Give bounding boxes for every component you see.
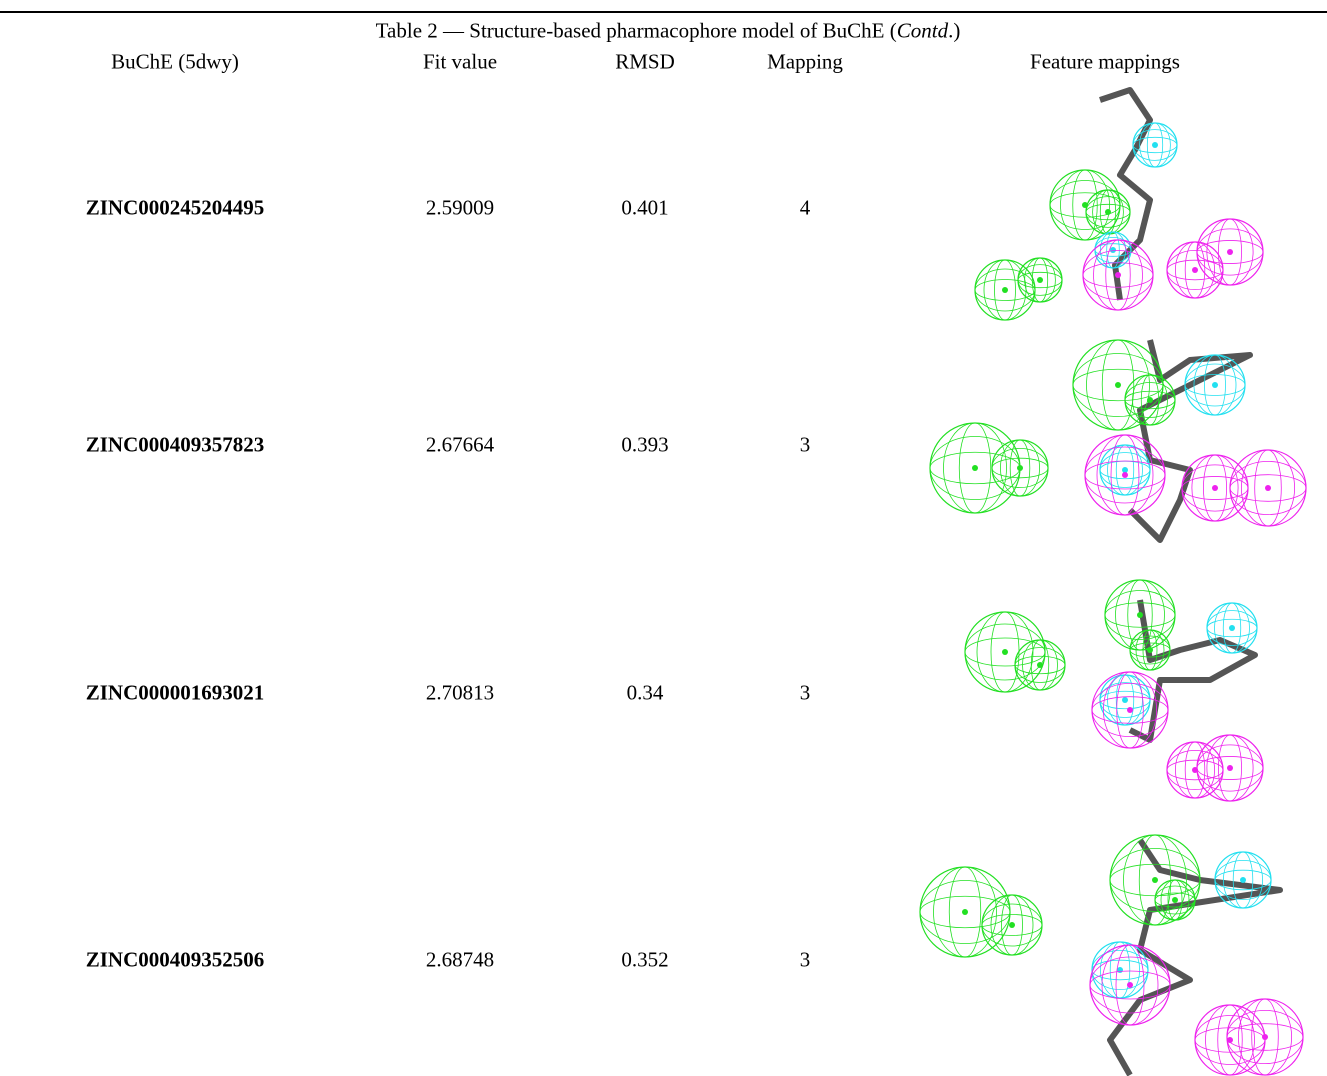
feature-center [1172, 897, 1178, 903]
feature-center [962, 909, 968, 915]
feature-center [1152, 142, 1158, 148]
feature-center [1037, 662, 1043, 668]
feature-center [1002, 649, 1008, 655]
feature-center [1127, 982, 1133, 988]
feature-center [1147, 647, 1153, 653]
feature-center [972, 465, 978, 471]
feature-center [1227, 249, 1233, 255]
feature-center [1002, 287, 1008, 293]
feature-center [1152, 877, 1158, 883]
feature-center [1117, 967, 1123, 973]
feature-center [1037, 277, 1043, 283]
feature-center [1009, 922, 1015, 928]
feature-center [1212, 485, 1218, 491]
feature-center [1127, 707, 1133, 713]
feature-center [1229, 625, 1235, 631]
feature-center [1137, 612, 1143, 618]
feature-mapping-images [0, 0, 1327, 1076]
feature-center [1265, 485, 1271, 491]
feature-center [1110, 247, 1116, 253]
feature-center [1122, 697, 1128, 703]
feature-center [1262, 1034, 1268, 1040]
feature-center [1192, 267, 1198, 273]
feature-center [1017, 465, 1023, 471]
feature-center [1147, 397, 1153, 403]
feature-center [1227, 765, 1233, 771]
feature-center [1115, 272, 1121, 278]
feature-center [1115, 382, 1121, 388]
feature-center [1240, 877, 1246, 883]
feature-center [1212, 382, 1218, 388]
feature-center [1105, 209, 1111, 215]
page: Table 2 — Structure-based pharmacophore … [0, 0, 1327, 1076]
feature-center [1122, 472, 1128, 478]
